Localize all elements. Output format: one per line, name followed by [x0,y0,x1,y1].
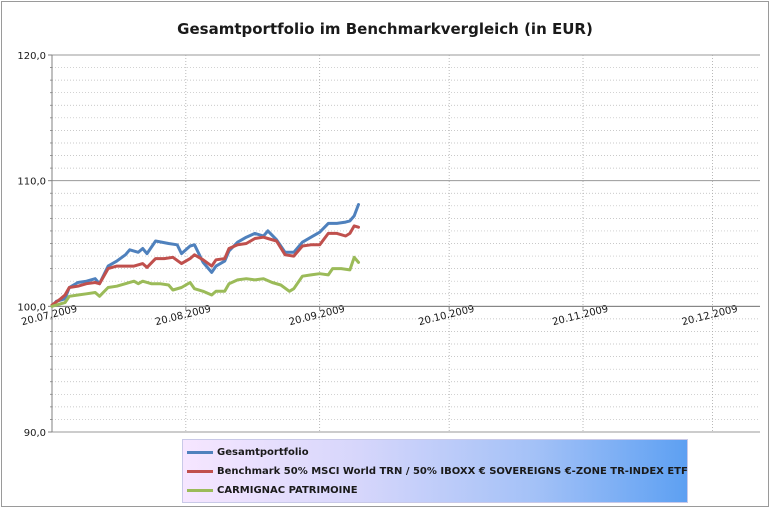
legend-item-benchmark: Benchmark 50% MSCI World TRN / 50% IBOXX… [187,461,688,481]
x-tick-label: 20.12.2009 [681,304,739,329]
x-tick-label: 20.08.2009 [154,304,212,329]
x-tick-label: 20.09.2009 [288,304,346,329]
y-tick-label: 120,0 [17,51,46,62]
series-line-benchmark [50,224,360,307]
legend-swatch-benchmark [187,469,213,473]
x-tick-label: 20.11.2009 [551,304,609,329]
legend-item-carmignac: CARMIGNAC PATRIMOINE [187,480,358,500]
chart-title: Gesamtportfolio im Benchmarkvergleich (i… [177,20,593,38]
x-tick-label: 20.10.2009 [417,304,475,329]
y-tick-label: 110,0 [17,177,46,188]
legend-label-benchmark: Benchmark 50% MSCI World TRN / 50% IBOXX… [217,465,688,477]
y-tick-label: 90,0 [24,428,46,439]
series-line-carmignac [50,255,360,308]
legend-swatch-carmignac [187,488,213,492]
y-tick-label: 100,0 [17,302,46,313]
chart-legend: Gesamtportfolio Benchmark 50% MSCI World… [182,439,688,503]
legend-label-gesamtportfolio: Gesamtportfolio [217,446,309,458]
legend-item-gesamtportfolio: Gesamtportfolio [187,442,309,462]
legend-swatch-gesamtportfolio [187,450,213,454]
legend-label-carmignac: CARMIGNAC PATRIMOINE [217,484,358,496]
